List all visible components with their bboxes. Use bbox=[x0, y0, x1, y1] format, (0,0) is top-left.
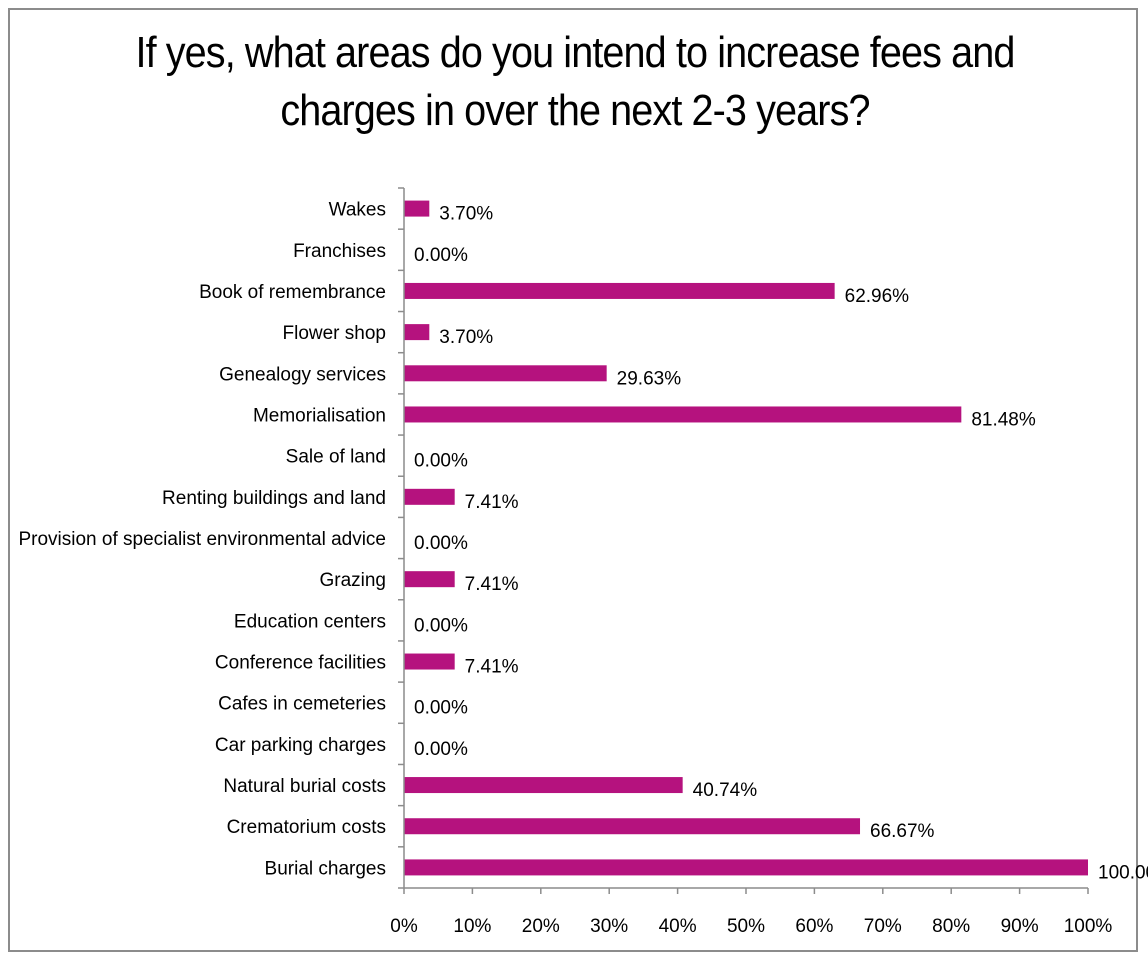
data-label: 0.00% bbox=[414, 245, 468, 266]
bar bbox=[404, 571, 455, 588]
category-label: Education centers bbox=[234, 611, 386, 632]
bar bbox=[404, 282, 835, 299]
category-label: Grazing bbox=[319, 570, 386, 591]
x-tick-label: 60% bbox=[795, 916, 833, 937]
data-label: 81.48% bbox=[971, 409, 1036, 430]
bar bbox=[404, 324, 430, 341]
category-label: Genealogy services bbox=[219, 364, 386, 385]
data-label: 66.67% bbox=[870, 821, 935, 842]
category-label: Crematorium costs bbox=[227, 817, 386, 838]
data-label: 7.41% bbox=[465, 492, 519, 513]
x-tick-label: 80% bbox=[932, 916, 970, 937]
bar bbox=[404, 406, 962, 423]
chart-title: If yes, what areas do you intend to incr… bbox=[67, 24, 1084, 140]
x-tick-label: 100% bbox=[1064, 916, 1113, 937]
x-tick-label: 30% bbox=[590, 916, 628, 937]
bar bbox=[404, 859, 1088, 876]
data-label: 100.00% bbox=[1098, 862, 1148, 883]
data-label: 0.00% bbox=[414, 451, 468, 472]
category-label: Natural burial costs bbox=[223, 776, 386, 797]
bar bbox=[404, 200, 430, 217]
x-tick-label: 20% bbox=[522, 916, 560, 937]
category-label: Conference facilities bbox=[215, 653, 386, 674]
x-tick-label: 70% bbox=[864, 916, 902, 937]
chart-frame: If yes, what areas do you intend to incr… bbox=[8, 8, 1138, 952]
category-label: Memorialisation bbox=[253, 405, 386, 426]
category-label: Car parking charges bbox=[215, 735, 386, 756]
data-label: 7.41% bbox=[465, 574, 519, 595]
category-label: Provision of specialist environmental ad… bbox=[18, 529, 386, 550]
bar bbox=[404, 365, 607, 382]
category-label: Renting buildings and land bbox=[162, 488, 386, 509]
x-tick-label: 90% bbox=[1001, 916, 1039, 937]
x-tick-label: 40% bbox=[659, 916, 697, 937]
data-label: 0.00% bbox=[414, 615, 468, 636]
data-label: 7.41% bbox=[465, 657, 519, 678]
bar bbox=[404, 818, 861, 835]
bar bbox=[404, 777, 683, 794]
category-label: Flower shop bbox=[283, 323, 387, 344]
x-tick-label: 10% bbox=[453, 916, 491, 937]
chart-title-line-1: If yes, what areas do you intend to incr… bbox=[135, 28, 1015, 77]
data-label: 0.00% bbox=[414, 739, 468, 760]
data-label: 40.74% bbox=[693, 780, 758, 801]
data-label: 3.70% bbox=[439, 327, 493, 348]
category-label: Book of remembrance bbox=[199, 282, 386, 303]
data-label: 0.00% bbox=[414, 698, 468, 719]
bar bbox=[404, 488, 455, 505]
category-label: Franchises bbox=[293, 241, 386, 262]
data-label: 62.96% bbox=[845, 286, 910, 307]
x-tick-label: 50% bbox=[727, 916, 765, 937]
data-label: 3.70% bbox=[439, 204, 493, 225]
bar bbox=[404, 653, 455, 670]
data-label: 0.00% bbox=[414, 533, 468, 554]
category-label: Burial charges bbox=[265, 858, 386, 879]
chart-title-line-2: charges in over the next 2-3 years? bbox=[280, 86, 870, 135]
x-tick-label: 0% bbox=[390, 916, 418, 937]
data-label: 29.63% bbox=[617, 368, 682, 389]
category-label: Cafes in cemeteries bbox=[218, 694, 386, 715]
category-label: Sale of land bbox=[286, 447, 386, 468]
category-label: Wakes bbox=[329, 200, 386, 221]
